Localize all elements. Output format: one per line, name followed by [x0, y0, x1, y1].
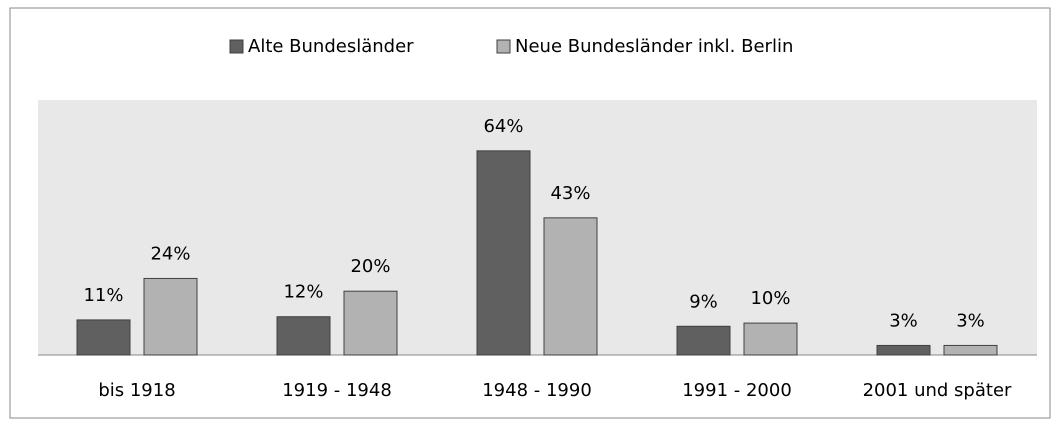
data-label: 20% [350, 256, 390, 277]
x-tick-label: 1991 - 2000 [682, 380, 792, 401]
plot-area [38, 100, 1037, 355]
data-label: 11% [83, 285, 123, 306]
legend-label: Alte Bundesländer [248, 36, 414, 57]
bar [543, 217, 598, 356]
data-label: 9% [689, 291, 718, 312]
bar [76, 319, 131, 356]
bar [276, 316, 331, 356]
data-label: 43% [550, 183, 590, 204]
data-label: 64% [483, 116, 523, 137]
data-label: 24% [150, 243, 190, 264]
legend-swatch [496, 39, 511, 54]
bar [343, 290, 398, 356]
bar [476, 150, 531, 356]
bar [676, 325, 731, 356]
bar [943, 344, 998, 356]
bar [876, 344, 931, 356]
x-tick-label: 2001 und später [863, 380, 1012, 401]
x-tick-label: 1948 - 1990 [482, 380, 592, 401]
data-label: 12% [283, 282, 323, 303]
x-tick-label: bis 1918 [98, 380, 175, 401]
bar [143, 277, 198, 356]
bar [743, 322, 798, 356]
x-tick-label: 1919 - 1948 [282, 380, 392, 401]
data-label: 3% [889, 310, 918, 331]
data-label: 10% [750, 288, 790, 309]
legend-swatch [229, 39, 244, 54]
legend-label: Neue Bundesländer inkl. Berlin [515, 36, 793, 57]
data-label: 3% [956, 310, 985, 331]
